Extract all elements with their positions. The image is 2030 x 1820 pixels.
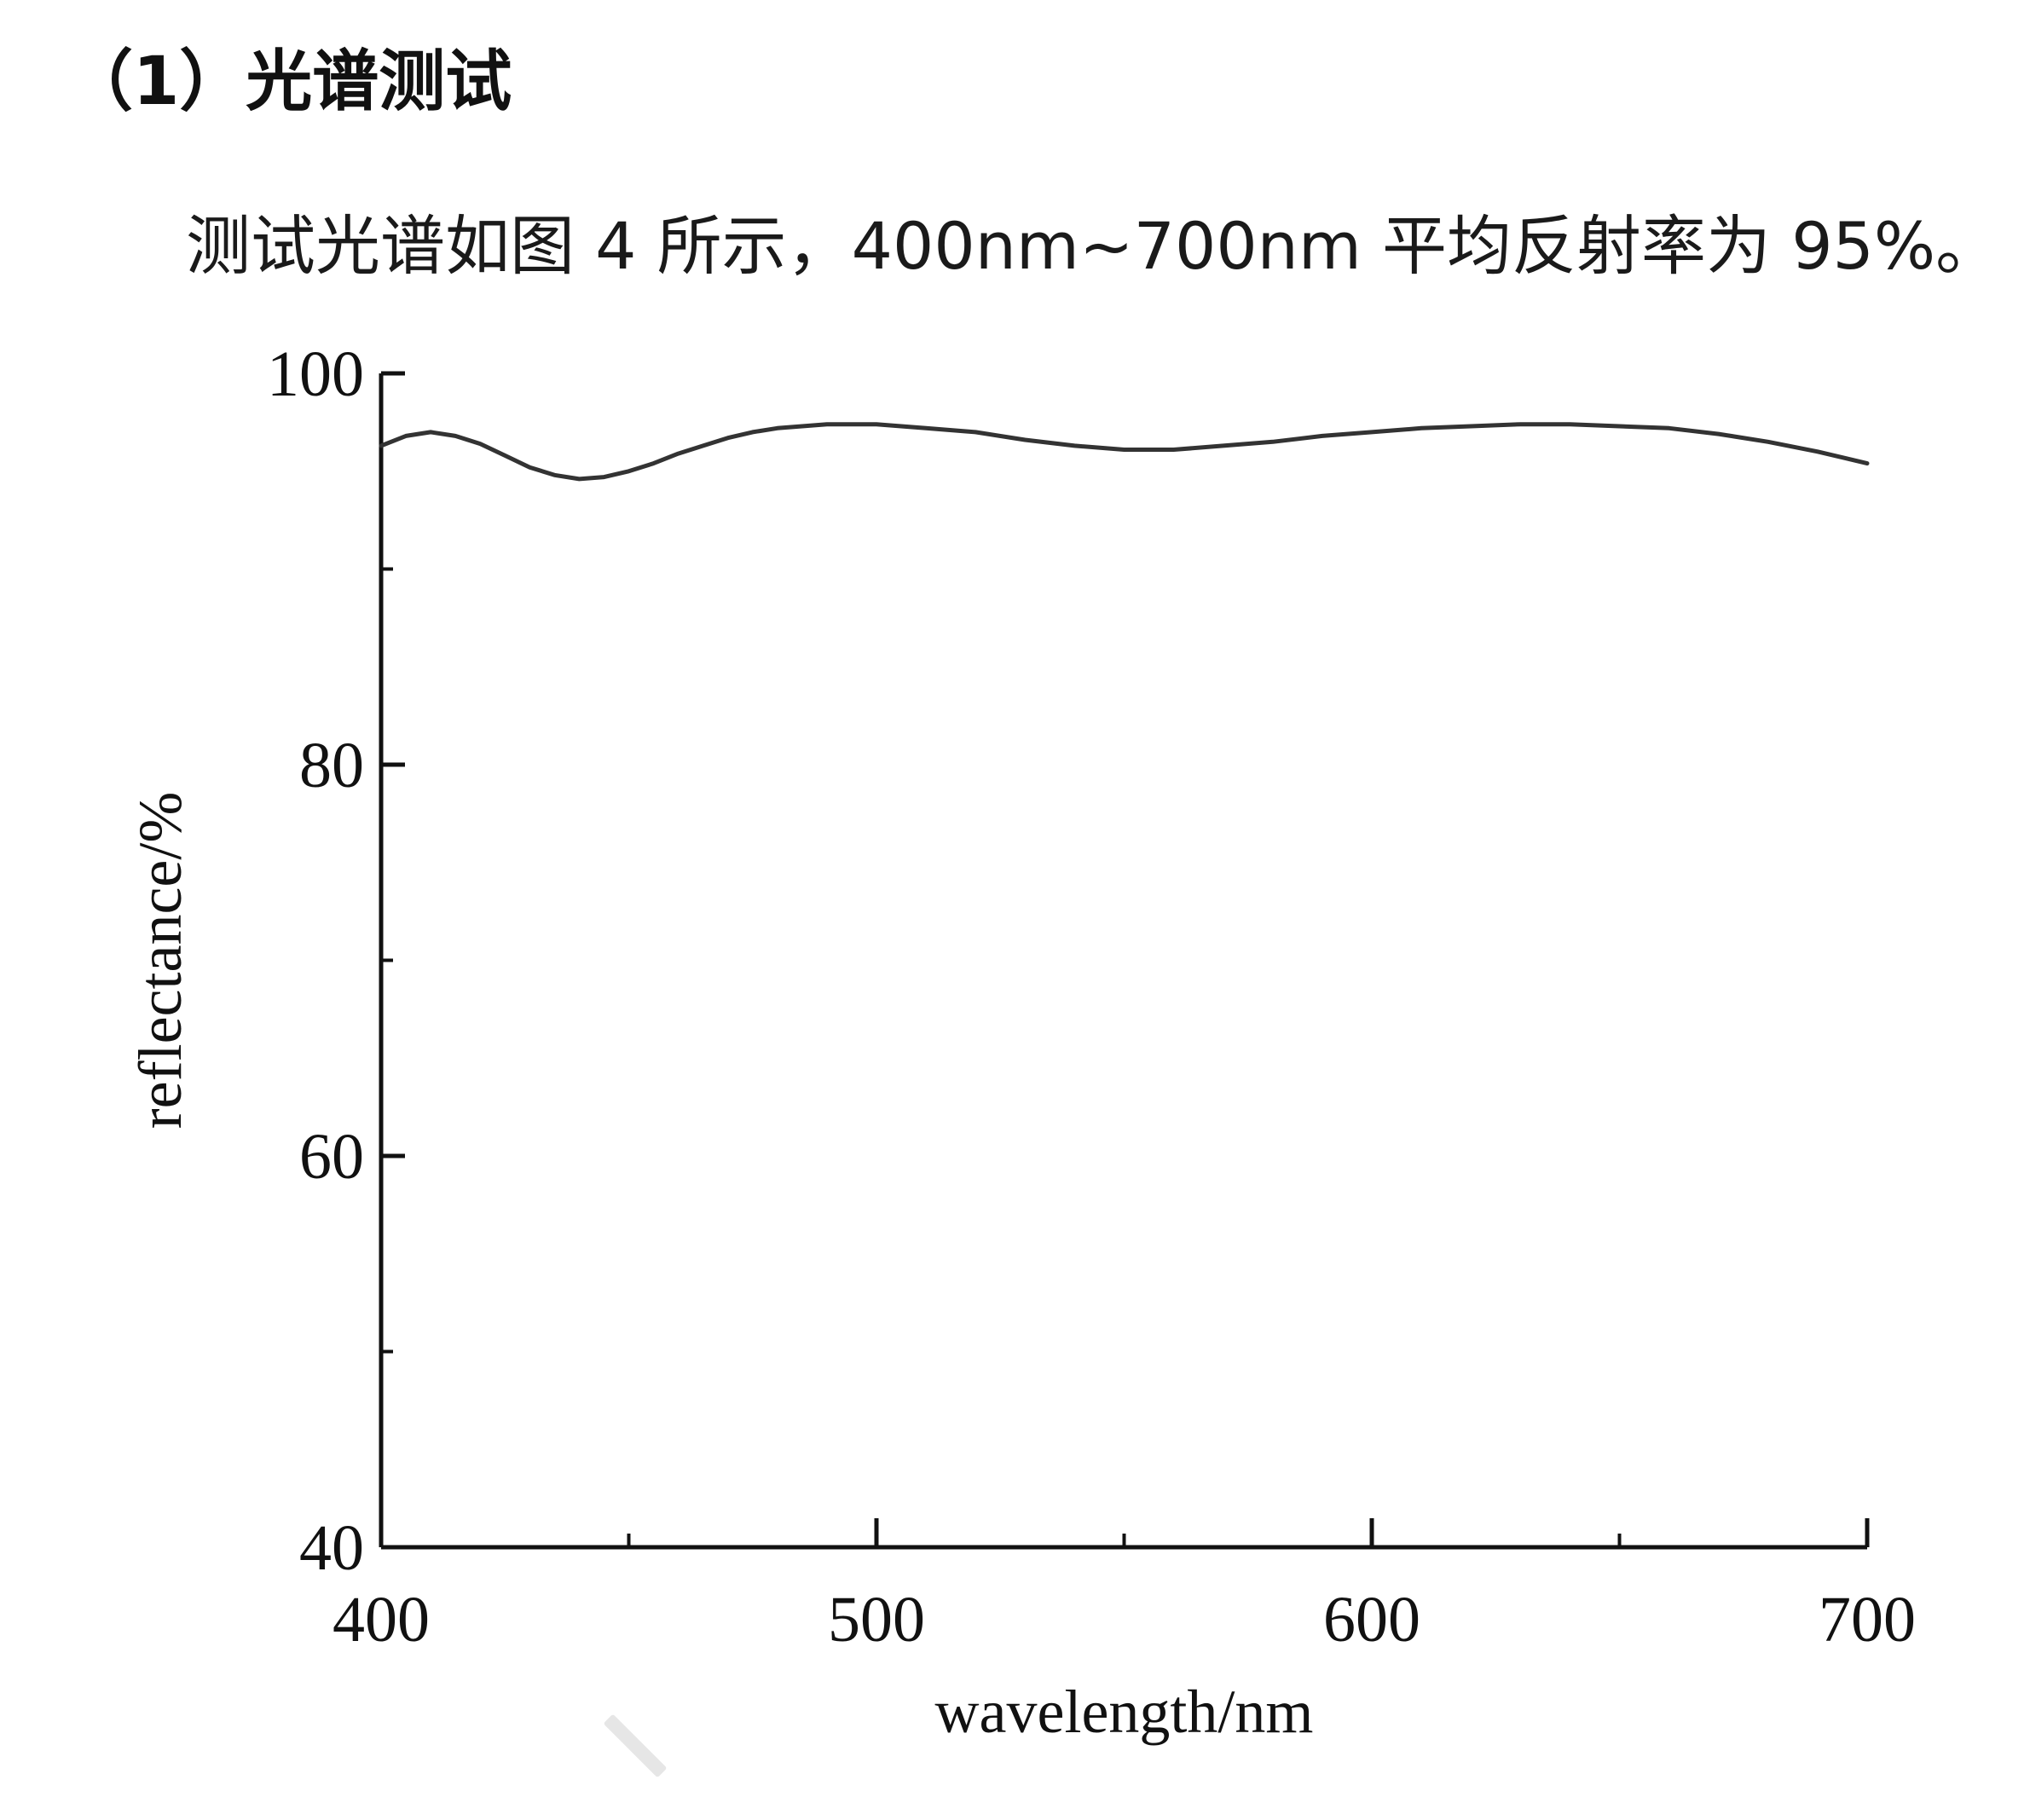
y-tick-label-40: 40 [299, 1512, 364, 1584]
chart-series [379, 422, 1870, 482]
reflectance-line [379, 422, 1870, 482]
x-tick-label-500: 500 [828, 1584, 925, 1655]
section-heading: （1）光谱测试 [67, 43, 512, 120]
x-tick-label-400: 400 [333, 1584, 430, 1655]
body-paragraph: 测试光谱如图 4 所示，400nm~700nm 平均反射率为 95%。 [186, 208, 2001, 284]
y-tick-label-60: 60 [299, 1121, 364, 1193]
x-tick-label-600: 600 [1323, 1584, 1420, 1655]
chart-ticks [379, 371, 1870, 1550]
x-tick-label-700: 700 [1819, 1584, 1916, 1655]
y-tick-label-80: 80 [299, 730, 364, 801]
chart-tick-labels: 40 60 80 100 400 500 600 700 [267, 338, 1916, 1655]
chart-axes [379, 373, 1867, 1550]
y-axis-label: reflectance/% [126, 792, 194, 1130]
x-axis-label: wavelength/nm [935, 1678, 1314, 1746]
y-tick-label-100: 100 [267, 338, 364, 410]
